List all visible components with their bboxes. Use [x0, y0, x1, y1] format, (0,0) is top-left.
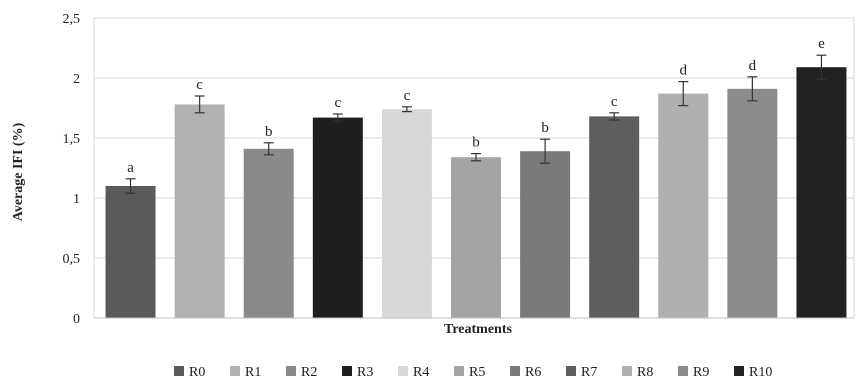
- y-tick-label: 1: [73, 192, 80, 207]
- legend-item-R9: R9: [678, 365, 709, 380]
- significance-letter: c: [404, 88, 411, 104]
- bar-R3: [312, 117, 363, 318]
- legend-item-R6: R6: [510, 365, 541, 380]
- bar-R1: [174, 104, 225, 319]
- significance-letter: d: [680, 63, 688, 79]
- legend-item-R10: R10: [734, 365, 772, 380]
- bar-R7: [589, 116, 640, 319]
- legend-item-R3: R3: [342, 365, 373, 380]
- legend-item-R0: R0: [174, 365, 205, 380]
- legend-swatch: [230, 366, 240, 376]
- legend-swatch: [678, 366, 688, 376]
- significance-letter: e: [818, 36, 825, 52]
- legend-label: R10: [749, 365, 772, 380]
- legend-swatch: [174, 366, 184, 376]
- legend-label: R6: [525, 365, 541, 380]
- error-bar-R9: [747, 76, 758, 102]
- legend-swatch: [454, 366, 464, 376]
- legend-swatch: [566, 366, 576, 376]
- legend-item-R7: R7: [566, 365, 597, 380]
- error-bar-R10: [816, 54, 827, 80]
- legend-label: R7: [581, 365, 597, 380]
- legend-swatch: [510, 366, 520, 376]
- bar-R2: [243, 148, 294, 318]
- legend-label: R3: [357, 365, 373, 380]
- legend-label: R5: [469, 365, 485, 380]
- legend-swatch: [734, 366, 744, 376]
- y-tick-label: 0,5: [63, 252, 81, 267]
- legend-swatch: [398, 366, 408, 376]
- y-tick-label: 0: [73, 312, 80, 327]
- bar-R0: [105, 186, 156, 318]
- y-tick-label: 1,5: [63, 132, 81, 147]
- legend-swatch: [286, 366, 296, 376]
- significance-letter: d: [749, 58, 757, 74]
- bar-R9: [727, 88, 778, 318]
- legend: R0 R1 R2 R3 R4 R5 R6 R7 R8 R9 R10: [174, 365, 772, 380]
- y-tick-label: 2,5: [63, 12, 81, 27]
- legend-item-R5: R5: [454, 365, 485, 380]
- error-bar-R7: [609, 112, 620, 121]
- x-axis-title: Treatments: [444, 322, 512, 337]
- significance-letter: b: [472, 135, 480, 151]
- significance-letter: a: [127, 160, 134, 176]
- legend-label: R4: [413, 365, 429, 380]
- significance-letter: c: [196, 77, 203, 93]
- bar-R5: [451, 157, 501, 318]
- error-bar-R2: [263, 142, 274, 156]
- bar-R8: [658, 93, 709, 318]
- significance-letter: b: [265, 124, 273, 140]
- legend-label: R2: [301, 365, 317, 380]
- legend-label: R9: [693, 365, 709, 380]
- legend-item-R8: R8: [622, 365, 653, 380]
- y-tick-label: 2: [73, 72, 80, 87]
- error-bar-R1: [194, 95, 205, 114]
- bar-R4: [381, 109, 432, 318]
- legend-swatch: [342, 366, 352, 376]
- bars: [105, 67, 847, 319]
- legend-swatch: [622, 366, 632, 376]
- error-bar-R3: [332, 113, 343, 122]
- legend-label: R8: [637, 365, 653, 380]
- significance-letter: c: [334, 95, 341, 111]
- legend-item-R2: R2: [286, 365, 317, 380]
- error-bars: [125, 54, 827, 194]
- legend-item-R4: R4: [398, 365, 429, 380]
- y-axis-title: Average IFI (%): [11, 122, 26, 221]
- error-bar-R6: [540, 138, 551, 164]
- error-bar-R4: [401, 106, 412, 113]
- legend-label: R1: [245, 365, 261, 380]
- y-axis-ticks: 0 0,5 1 1,5 2 2,5: [63, 12, 81, 327]
- significance-letter: c: [611, 94, 618, 110]
- error-bar-R0: [125, 178, 136, 194]
- legend-label: R0: [189, 365, 205, 380]
- bar-R10: [796, 67, 847, 318]
- legend-item-R1: R1: [230, 365, 261, 380]
- significance-letter: b: [541, 120, 549, 136]
- significance-letters: a c b c c b b c d d e: [127, 36, 825, 176]
- error-bar-R8: [678, 80, 689, 107]
- error-bar-R5: [471, 153, 481, 162]
- bar-R6: [520, 151, 571, 318]
